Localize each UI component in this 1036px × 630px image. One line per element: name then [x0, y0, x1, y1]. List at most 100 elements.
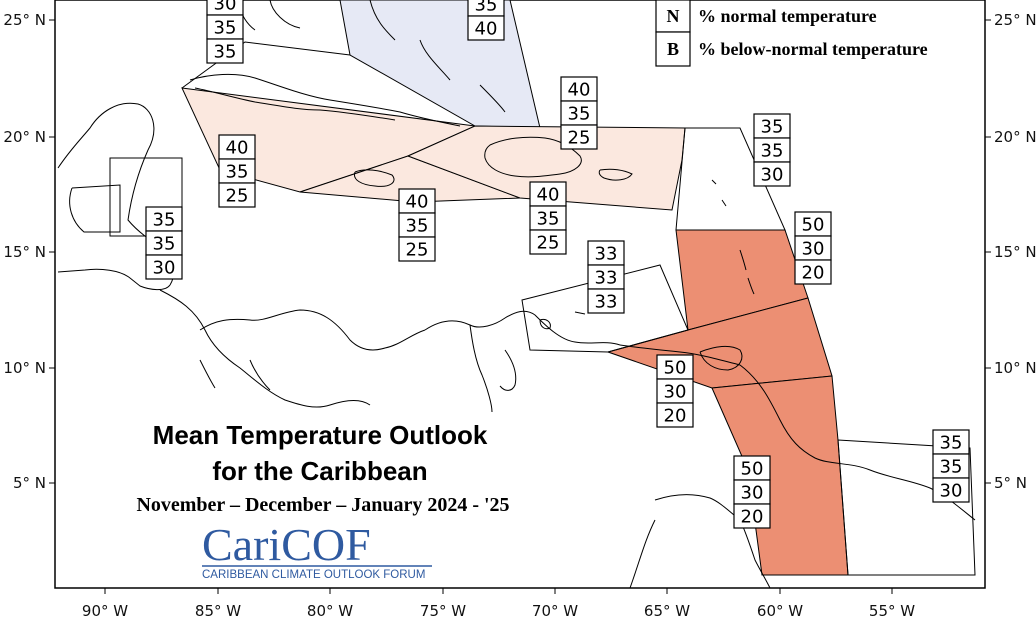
prob-cell: [733, 503, 771, 529]
prob-cell: [206, 38, 244, 64]
lat-tick-label-right: 20° N: [994, 128, 1036, 146]
prob-value: 20: [802, 263, 825, 284]
prob-cell: [529, 205, 567, 231]
region-french-guiana-outline: [837, 439, 976, 576]
lat-tick-label-right: 10° N: [994, 359, 1036, 377]
legend-item-normal: N % normal temperature: [655, 0, 877, 33]
prob-cell: [529, 181, 567, 207]
prob-value: 50: [664, 358, 687, 379]
prob-value: 35: [568, 104, 591, 125]
prob-value: 20: [741, 507, 764, 528]
legend-item-below: B % below-normal temperature: [655, 31, 928, 67]
prob-cell: [753, 113, 791, 139]
prob-cell: [753, 161, 791, 187]
legend-label: % below-normal temperature: [698, 39, 928, 59]
legend-key-box: [655, 31, 691, 67]
legend-key: B: [667, 39, 679, 59]
prob-value: 40: [475, 19, 498, 40]
prob-cell: [587, 288, 625, 314]
prob-value: 30: [761, 165, 784, 186]
prob-value: 33: [595, 292, 618, 313]
probability-boxes: 3035353540403525353530403525403525403525…: [145, 0, 970, 529]
prob-value: 33: [595, 244, 618, 265]
lon-tick-label: 60° W: [757, 602, 803, 620]
prob-cell: [560, 124, 598, 150]
latitude-axis: 25° N 25° N 20° N 20° N 15° N 15° N 10° N 10° N…: [3, 11, 1036, 492]
lon-tick-label: 90° W: [82, 602, 128, 620]
prob-value: 35: [226, 162, 249, 183]
prob-cell: [587, 240, 625, 266]
prob-value: 40: [226, 138, 249, 159]
prob-value: 30: [214, 0, 237, 15]
lat-tick-label-right: 25° N: [994, 11, 1036, 29]
prob-value: 20: [664, 406, 687, 427]
prob-cell: [560, 100, 598, 126]
prob-value: 50: [741, 459, 764, 480]
prob-box-lesser-antilles: 50 30 20: [794, 211, 832, 285]
prob-cell: [529, 229, 567, 255]
prob-cell: [467, 15, 505, 41]
prob-value: 35: [761, 141, 784, 162]
lon-tick-label: 75° W: [420, 602, 466, 620]
prob-value: 33: [595, 268, 618, 289]
prob-cell: [218, 158, 256, 184]
legend: N % normal temperature B % below-normal …: [655, 0, 928, 67]
prob-cell: [145, 206, 183, 232]
prob-value: 35: [153, 210, 176, 231]
logo-name: CariCOF: [202, 519, 371, 570]
prob-value: 30: [741, 483, 764, 504]
lon-tick-label: 55° W: [869, 602, 915, 620]
prob-cell: [218, 182, 256, 208]
prob-box-jamaica: 40 35 25: [398, 188, 436, 262]
prob-value: 35: [940, 457, 963, 478]
region-gulf-north-outline: [181, 41, 351, 89]
map-subtitle: November – December – January 2024 - '25: [136, 494, 509, 516]
prob-value: 30: [802, 239, 825, 260]
prob-cell: [794, 211, 832, 237]
prob-value: 35: [153, 234, 176, 255]
lon-tick-label: 65° W: [644, 602, 690, 620]
prob-box-abc-islands: 33 33 33: [587, 240, 625, 314]
lat-tick-label-right: 5° N: [994, 474, 1027, 492]
prob-box-french-guiana: 35 35 30: [932, 429, 970, 503]
prob-cell: [398, 212, 436, 238]
lat-tick-label-left: 5° N: [13, 474, 46, 492]
prob-box-gulf-north: 30 35 35: [206, 0, 244, 64]
lon-tick-label: 85° W: [195, 602, 241, 620]
prob-cell: [794, 259, 832, 285]
prob-value: 25: [226, 186, 249, 207]
prob-value: 25: [537, 233, 560, 254]
prob-value: 35: [475, 0, 498, 16]
prob-value: 30: [153, 258, 176, 279]
lat-tick-label-left: 20° N: [3, 128, 46, 146]
lon-tick-label: 80° W: [307, 602, 353, 620]
prob-value: 40: [406, 192, 429, 213]
region-leeward-outline: [675, 127, 786, 231]
prob-value: 40: [537, 185, 560, 206]
prob-value: 50: [802, 215, 825, 236]
prob-value: 30: [664, 382, 687, 403]
lat-tick-label-left: 15° N: [3, 243, 46, 261]
legend-key: N: [667, 6, 680, 26]
prob-value: 35: [214, 42, 237, 63]
longitude-axis: 90° W 85° W 80° W 75° W 70° W 65° W 60° W 55° W: [82, 588, 915, 620]
prob-cell: [733, 479, 771, 505]
logo-subtitle: CARIBBEAN CLIMATE OUTLOOK FORUM: [202, 569, 425, 581]
prob-cell: [932, 429, 970, 455]
lat-tick-label-right: 15° N: [994, 243, 1036, 261]
prob-value: 25: [406, 240, 429, 261]
region-abc-outline: [521, 264, 689, 353]
prob-value: 35: [761, 117, 784, 138]
prob-cell: [932, 477, 970, 503]
prob-value: 35: [406, 216, 429, 237]
legend-label: % normal temperature: [698, 6, 877, 26]
coastlines: [57, 0, 976, 589]
prob-box-hispaniola: 40 35 25: [529, 181, 567, 255]
prob-value: 25: [568, 128, 591, 149]
lat-tick-label-left: 10° N: [3, 359, 46, 377]
prob-box-guyana: 50 30 20: [733, 455, 771, 529]
prob-box-turks-caicos: 40 35 25: [560, 76, 598, 150]
map-title-line1: Mean Temperature Outlook: [153, 420, 488, 450]
